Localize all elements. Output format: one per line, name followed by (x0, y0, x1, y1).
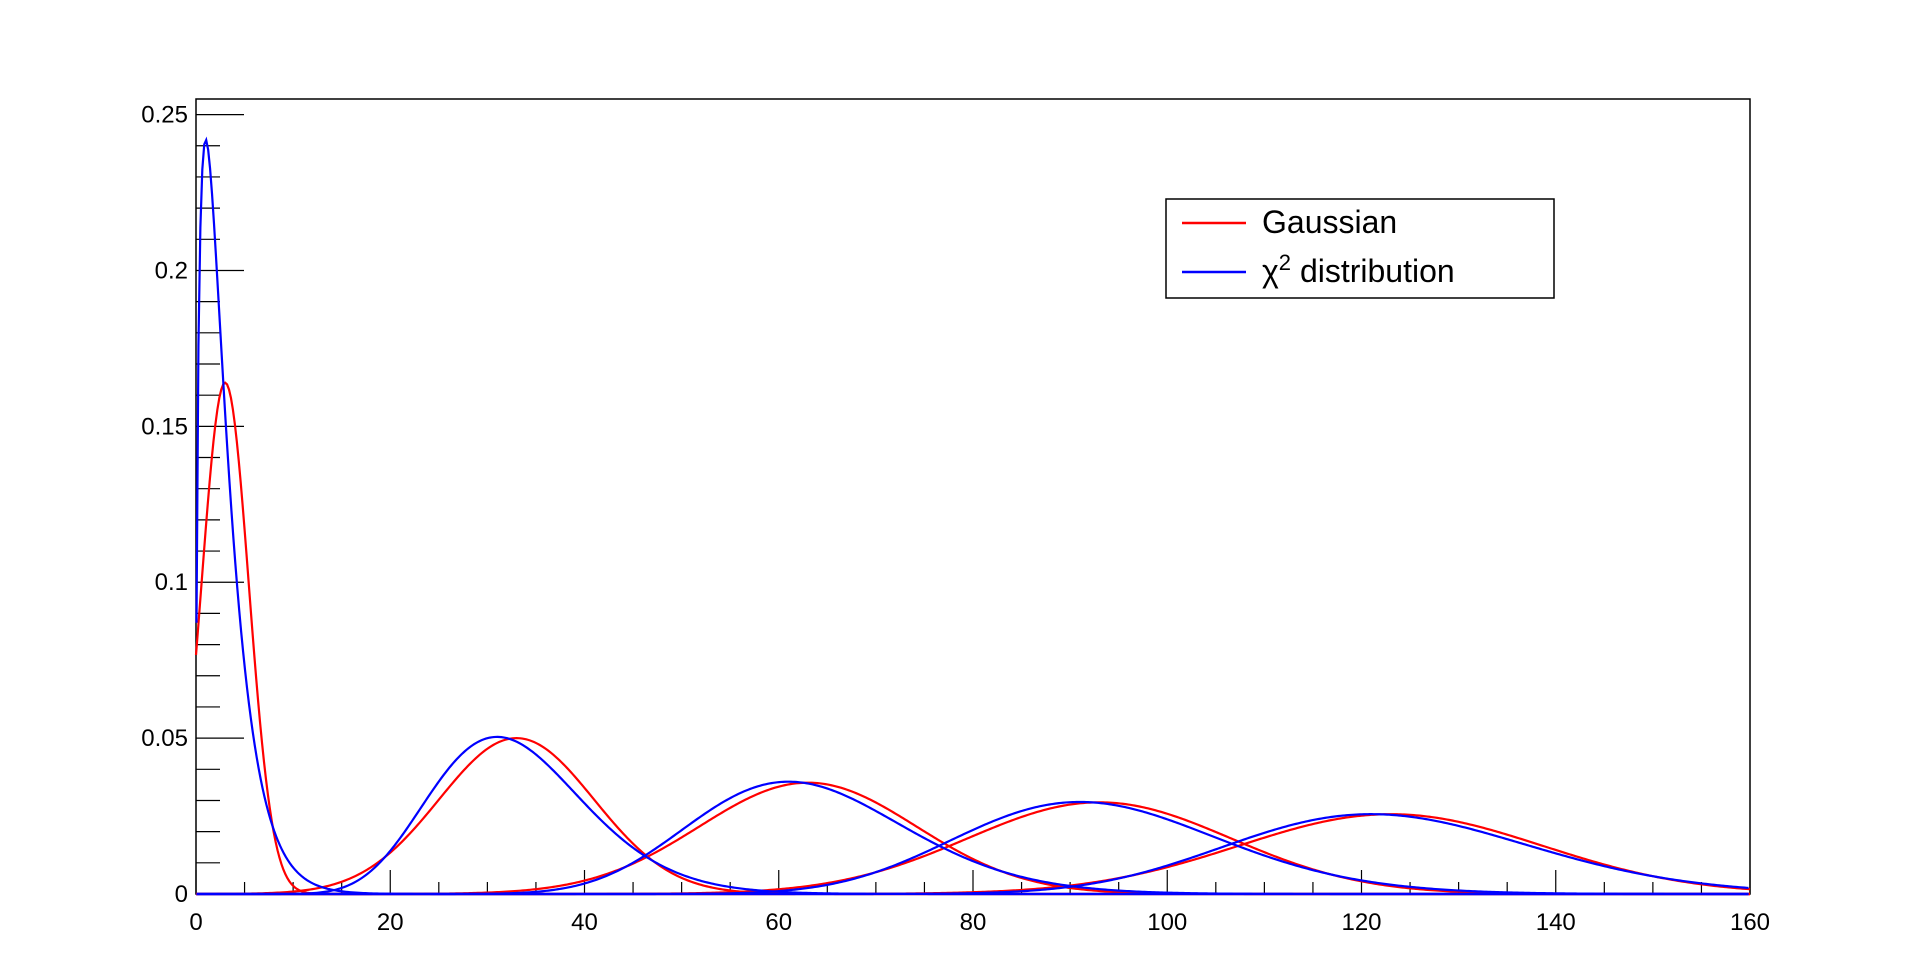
series-curves (194, 136, 1751, 896)
chi2-curve-5 (196, 813, 1749, 896)
legend-label-chi2: χ2 distribution (1262, 250, 1455, 289)
legend-box (1165, 198, 1555, 299)
y-tick-label: 0.05 (141, 725, 188, 752)
x-tick-label: 80 (960, 909, 987, 936)
legend: Gaussian χ2 distribution (1165, 198, 1555, 299)
legend-chi-symbol: χ (1262, 253, 1279, 289)
legend-label-gaussian: Gaussian (1262, 204, 1397, 240)
x-tick-labels: 0 20 40 60 80 100 120 140 160 (189, 909, 1770, 936)
gaussian-curve-1 (194, 381, 1750, 896)
y-tick-label: 0.1 (155, 569, 188, 596)
x-tick-label: 20 (377, 909, 404, 936)
y-tick-labels: 0 0.05 0.1 0.15 0.2 0.25 (141, 102, 188, 908)
x-tick-label: 160 (1730, 909, 1770, 936)
x-tick-label: 140 (1536, 909, 1576, 936)
x-tick-label: 40 (571, 909, 598, 936)
y-tick-label: 0.25 (141, 102, 188, 129)
x-tick-label: 100 (1147, 909, 1187, 936)
y-tick-label: 0.2 (155, 257, 188, 284)
legend-chi-superscript: 2 (1279, 250, 1291, 275)
x-tick-label: 60 (765, 909, 792, 936)
y-tick-label: 0.15 (141, 413, 188, 440)
y-tick-label: 0 (175, 881, 188, 908)
x-tick-label: 120 (1341, 909, 1381, 936)
x-tick-label: 0 (189, 909, 202, 936)
legend-chi-text: distribution (1291, 253, 1455, 289)
